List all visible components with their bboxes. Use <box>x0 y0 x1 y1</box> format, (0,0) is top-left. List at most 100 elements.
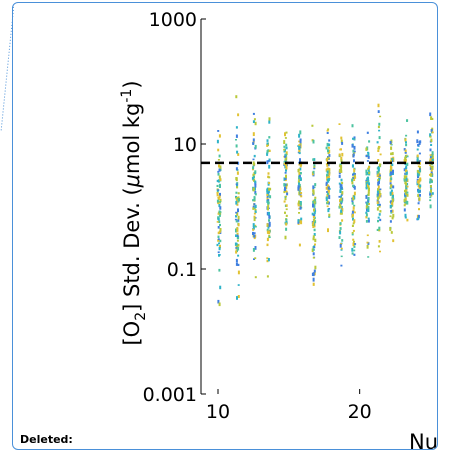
data-point <box>353 240 355 243</box>
data-point <box>235 243 238 248</box>
data-point <box>429 179 432 184</box>
data-point <box>390 189 393 192</box>
data-point <box>266 191 269 196</box>
data-point <box>429 204 432 209</box>
data-point <box>352 196 355 201</box>
data-point <box>235 139 237 141</box>
data-point <box>430 189 432 193</box>
data-point <box>353 185 356 190</box>
data-point <box>326 129 329 132</box>
data-point <box>216 189 219 193</box>
data-point <box>404 152 407 154</box>
data-point <box>406 185 409 188</box>
data-point <box>299 187 302 191</box>
data-point <box>236 232 239 237</box>
data-point <box>430 169 433 173</box>
data-point <box>236 212 239 216</box>
data-point <box>237 161 240 165</box>
data-point <box>235 134 238 138</box>
data-point <box>353 219 356 223</box>
data-point <box>389 215 392 218</box>
data-point <box>268 221 271 226</box>
data-point <box>365 187 368 190</box>
data-point <box>217 159 220 161</box>
data-point <box>314 238 317 243</box>
data-point <box>328 169 331 173</box>
data-point <box>351 210 354 214</box>
data-point <box>326 170 329 174</box>
data-point <box>253 175 255 179</box>
data-point <box>235 167 238 171</box>
data-point <box>376 207 379 211</box>
data-point <box>352 238 355 241</box>
data-point <box>254 183 257 188</box>
data-point <box>237 215 240 220</box>
x-tick-label: 10 <box>206 401 230 423</box>
data-point <box>327 163 330 167</box>
data-point <box>254 224 257 227</box>
data-point <box>218 164 220 168</box>
data-point <box>298 171 301 175</box>
data-point <box>313 228 316 232</box>
data-point <box>235 220 238 223</box>
data-point <box>418 208 420 211</box>
y-tick-label: 1000 <box>149 9 197 31</box>
data-point <box>365 213 368 217</box>
data-point <box>405 141 407 144</box>
data-point <box>252 231 254 235</box>
data-point <box>341 219 344 222</box>
data-point <box>367 196 370 201</box>
data-point <box>312 203 314 208</box>
data-point <box>268 136 271 139</box>
data-point <box>284 178 287 180</box>
data-point <box>351 199 354 203</box>
data-point <box>236 234 239 238</box>
data-point <box>235 262 238 266</box>
data-point <box>327 186 330 190</box>
data-point <box>216 243 219 247</box>
data-point <box>377 125 380 129</box>
data-point <box>311 124 314 127</box>
data-point <box>378 192 381 195</box>
data-point <box>285 151 288 156</box>
data-point <box>404 189 406 193</box>
data-point <box>340 164 343 168</box>
data-point <box>298 183 301 187</box>
data-point <box>339 227 342 230</box>
data-point <box>285 214 288 217</box>
data-point <box>365 173 368 176</box>
data-point <box>405 183 408 187</box>
data-point <box>237 153 240 156</box>
data-point <box>390 164 393 168</box>
data-point <box>367 256 370 258</box>
data-point <box>285 169 287 172</box>
data-point <box>431 155 434 159</box>
data-point <box>340 170 343 173</box>
data-point <box>378 228 381 232</box>
data-point <box>404 172 407 175</box>
data-point <box>340 139 343 144</box>
y-tick-label: 10 <box>173 134 197 156</box>
data-point <box>268 182 271 185</box>
data-point <box>300 192 303 194</box>
data-point <box>299 172 302 175</box>
data-point <box>406 119 408 122</box>
data-point <box>298 243 301 247</box>
data-point <box>218 134 221 138</box>
data-point <box>218 204 221 208</box>
data-point <box>416 154 419 158</box>
data-point <box>313 246 316 249</box>
data-point <box>299 138 302 142</box>
data-point <box>237 192 240 195</box>
data-point <box>327 128 330 131</box>
data-point <box>253 207 256 209</box>
data-point <box>253 118 256 121</box>
data-point <box>377 219 379 223</box>
data-point <box>353 150 356 153</box>
data-point <box>237 263 240 266</box>
data-point <box>266 237 269 242</box>
data-point <box>217 251 220 254</box>
data-point <box>298 174 301 178</box>
data-point <box>353 138 356 141</box>
data-point <box>266 187 269 190</box>
